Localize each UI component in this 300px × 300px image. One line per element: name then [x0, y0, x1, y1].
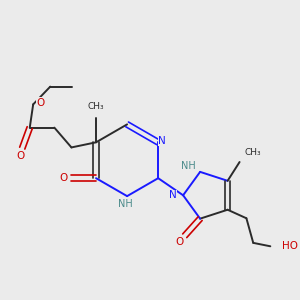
Text: HO: HO: [282, 241, 298, 251]
Text: NH: NH: [118, 199, 133, 209]
Text: CH₃: CH₃: [88, 102, 104, 111]
Text: O: O: [176, 237, 184, 247]
Text: O: O: [37, 98, 45, 108]
Text: N: N: [169, 190, 177, 200]
Text: O: O: [60, 173, 68, 183]
Text: NH: NH: [181, 161, 196, 171]
Text: CH₃: CH₃: [245, 148, 261, 157]
Text: N: N: [158, 136, 166, 146]
Text: O: O: [16, 151, 25, 160]
